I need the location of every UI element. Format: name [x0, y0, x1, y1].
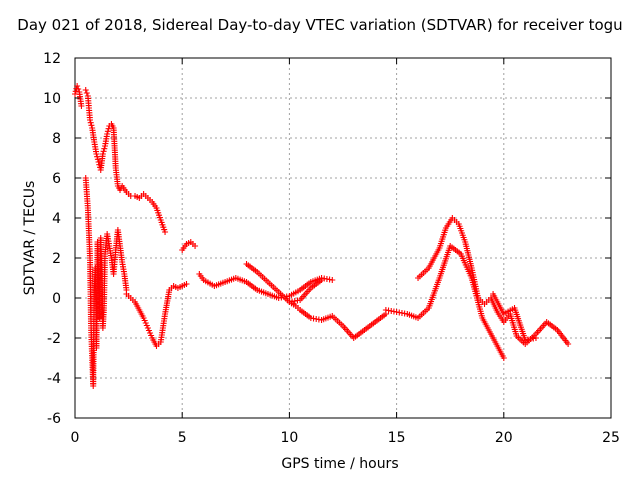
x-tick-label: 5 [178, 430, 187, 446]
data-point [78, 103, 85, 109]
data-point [94, 156, 101, 163]
data-point [87, 119, 94, 126]
data-point [82, 87, 89, 93]
y-tick-label: 6 [52, 171, 61, 187]
data-point [162, 229, 169, 235]
y-tick-label: 4 [52, 211, 61, 227]
data-point [87, 117, 94, 123]
data-point [532, 335, 539, 341]
y-tick-label: 2 [52, 251, 61, 267]
data-point [83, 90, 90, 96]
y-tick-label: 10 [43, 91, 61, 107]
chart-title: Day 021 of 2018, Sidereal Day-to-day VTE… [17, 16, 623, 34]
data-point [104, 128, 111, 135]
y-tick-label: -4 [47, 371, 61, 387]
data-point [105, 125, 112, 132]
data-point [74, 83, 81, 89]
data-point [94, 153, 101, 160]
x-tick-label: 0 [71, 430, 80, 446]
plot-border [74, 57, 612, 419]
grid-lines [75, 58, 611, 418]
axis-ticks: 0 5 10 15 20 25 -6 -4 -2 0 2 4 6 8 10 12 [43, 51, 620, 446]
y-tick-label: -2 [47, 331, 61, 347]
y-tick-label: 0 [52, 291, 61, 307]
data-point [329, 277, 336, 283]
y-tick-label: 12 [43, 51, 61, 67]
data-point [99, 151, 106, 157]
data-point [104, 131, 111, 137]
data-point [183, 281, 190, 287]
y-tick-label: -6 [47, 411, 61, 427]
data-point [101, 145, 108, 152]
data-point [565, 341, 572, 347]
data-point [88, 122, 95, 129]
data-point [75, 86, 82, 92]
data-point [93, 151, 100, 157]
data-point [95, 159, 102, 165]
x-tick-label: 20 [495, 430, 513, 446]
x-axis-label: GPS time / hours [281, 456, 399, 472]
y-tick-label: 8 [52, 131, 61, 147]
data-point [100, 148, 107, 155]
x-tick-label: 10 [280, 430, 298, 446]
data-point [318, 277, 325, 283]
x-tick-label: 25 [602, 430, 620, 446]
data-points [72, 83, 572, 389]
data-point [192, 243, 199, 249]
x-tick-label: 15 [388, 430, 406, 446]
data-point [500, 355, 507, 361]
